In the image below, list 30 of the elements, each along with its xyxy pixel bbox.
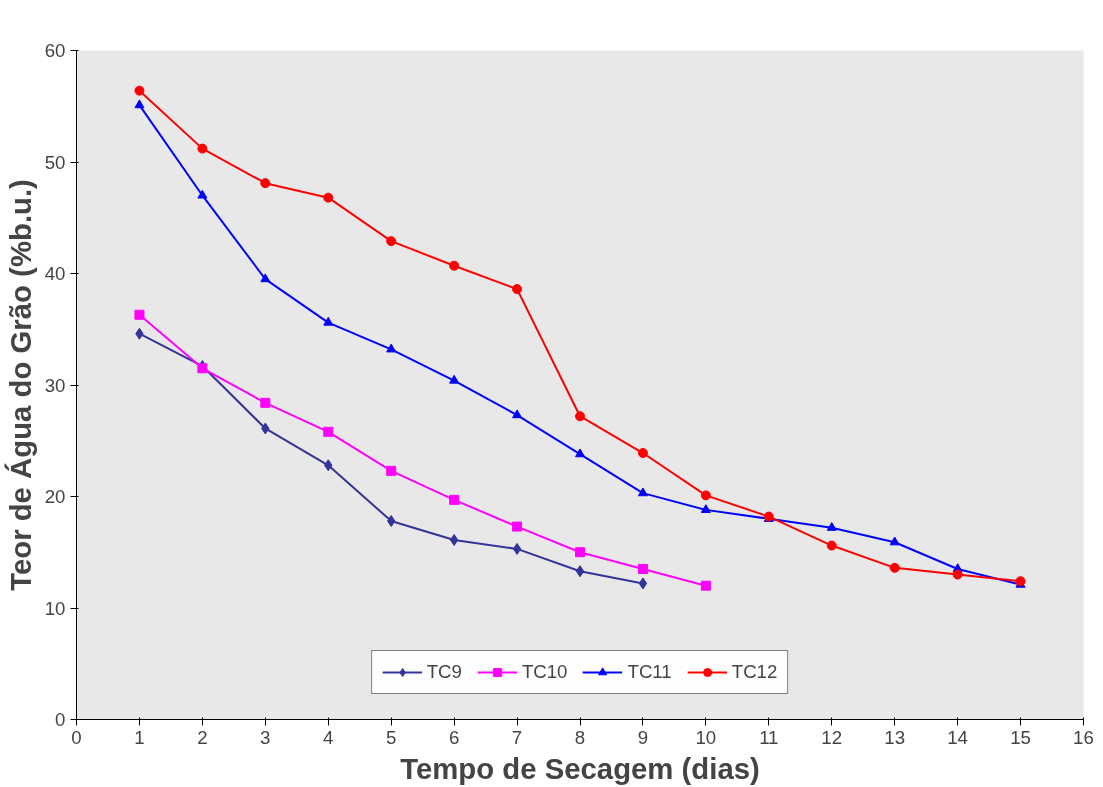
x-tick-label: 2 xyxy=(197,726,208,748)
x-tick-label: 8 xyxy=(574,726,586,748)
x-tick-label: 0 xyxy=(71,726,82,748)
x-tick-label: 16 xyxy=(1073,726,1094,748)
y-tick-label: 50 xyxy=(44,151,66,173)
x-tick-label: 7 xyxy=(511,726,523,748)
x-tick-label: 12 xyxy=(821,726,843,748)
y-tick-label: 0 xyxy=(55,709,66,730)
x-tick-label: 5 xyxy=(386,726,397,748)
x-axis-title: Tempo de Secagem (dias) xyxy=(400,751,760,785)
x-tick-label: 6 xyxy=(448,726,460,748)
legend-label: TC11 xyxy=(627,661,672,683)
legend-label: TC9 xyxy=(426,661,462,683)
x-tick-label: 1 xyxy=(134,726,145,748)
x-tick-label: 15 xyxy=(1010,726,1031,748)
legend-label: TC10 xyxy=(521,661,568,683)
x-tick-label: 14 xyxy=(947,726,969,748)
x-tick-label: 10 xyxy=(695,726,717,748)
x-tick-label: 11 xyxy=(759,726,779,748)
y-tick-label: 20 xyxy=(44,486,66,507)
y-tick-label: 40 xyxy=(44,263,66,284)
legend-label: TC12 xyxy=(731,661,778,683)
x-tick-label: 3 xyxy=(260,726,271,748)
y-axis-title: Teor de Água do Grão (%b.u.) xyxy=(3,179,37,591)
y-tick-label: 10 xyxy=(44,597,66,619)
x-tick-label: 9 xyxy=(637,726,649,748)
x-tick-label: 4 xyxy=(323,726,334,748)
y-tick-label: 30 xyxy=(44,374,66,396)
x-tick-label: 13 xyxy=(884,726,906,748)
y-tick-label: 60 xyxy=(44,40,66,61)
